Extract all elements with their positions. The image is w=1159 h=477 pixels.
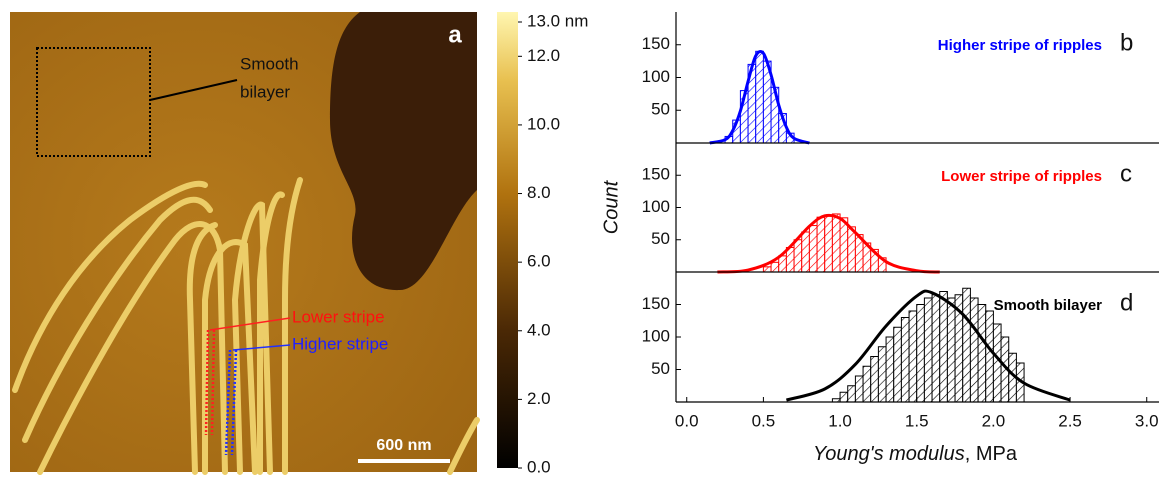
- histogram-bar: [946, 297, 956, 403]
- histogram-bar: [893, 326, 902, 403]
- panel-label: a: [448, 21, 462, 48]
- x-axis-label-part: , MPa: [965, 443, 1018, 465]
- x-tick-label: 1.0: [828, 411, 852, 430]
- annotation: Smooth: [240, 54, 299, 73]
- histogram-bar: [877, 346, 887, 403]
- panel-label: d: [1120, 289, 1133, 316]
- colorbar-label: 2.0: [527, 389, 551, 408]
- annotation: Lower stripe: [292, 307, 385, 326]
- x-axis-label: Young's modulus, MPa: [813, 443, 1018, 465]
- lower-stripe-marker: [204, 329, 216, 436]
- histogram-bar: [831, 213, 841, 273]
- histogram-bar: [900, 317, 910, 403]
- roi-box: [36, 47, 151, 157]
- histogram-bar: [962, 287, 971, 403]
- y-tick-label: 150: [642, 34, 670, 53]
- histogram-bar: [916, 304, 925, 403]
- colorbar-label: 12.0: [527, 46, 560, 65]
- histogram-bar: [862, 365, 872, 403]
- histogram-bar: [839, 217, 849, 273]
- histogram-bar: [770, 261, 780, 273]
- x-tick-label: 2.5: [1058, 411, 1082, 430]
- y-tick-label: 50: [651, 359, 670, 378]
- histogram-bar: [755, 50, 764, 144]
- y-tick-label: 150: [642, 294, 670, 313]
- pointer: [232, 344, 291, 351]
- histogram-bar: [778, 255, 787, 273]
- pointer: [209, 317, 291, 331]
- scale-bar-label: 600 nm: [376, 437, 431, 454]
- y-tick-label: 150: [642, 165, 670, 184]
- histogram-bar: [824, 214, 833, 273]
- histogram-bar: [839, 391, 849, 403]
- histogram-bar: [969, 297, 979, 403]
- annotation: bilayer: [240, 82, 290, 101]
- fit-curve: [717, 213, 940, 274]
- histogram-bar: [808, 225, 818, 273]
- fit-curve: [709, 49, 810, 145]
- colorbar-label: 8.0: [527, 183, 551, 202]
- histogram-bar: [977, 304, 987, 403]
- panel-title: Lower stripe of ripples: [941, 168, 1102, 185]
- histogram-bar: [816, 216, 826, 273]
- y-tick-label: 50: [651, 100, 670, 119]
- histogram-bar: [885, 336, 895, 403]
- colorbar-label: 6.0: [527, 252, 551, 271]
- histogram-bar: [923, 297, 933, 403]
- annotation: Higher stripe: [292, 334, 388, 353]
- panel-title: Higher stripe of ripples: [938, 37, 1102, 54]
- x-tick-label: 3.0: [1135, 411, 1159, 430]
- y-tick-label: 50: [651, 229, 670, 248]
- histogram-bar: [931, 294, 941, 403]
- histogram-bar: [801, 231, 810, 273]
- y-tick-label: 100: [642, 67, 670, 86]
- y-tick-label: 100: [642, 197, 670, 216]
- colorbar: [497, 12, 518, 468]
- y-tick-label: 100: [642, 326, 670, 345]
- histogram-bar: [762, 266, 772, 273]
- panel-title: Smooth bilayer: [994, 297, 1103, 314]
- histogram-bar: [939, 291, 948, 403]
- higher-stripe-marker: [224, 349, 238, 456]
- x-axis-label-part: Young's modulus: [813, 443, 965, 465]
- panel-label: b: [1120, 29, 1133, 56]
- colorbar-label: 0.0: [527, 457, 551, 476]
- histogram-bar: [908, 310, 918, 403]
- histogram-bar: [870, 356, 879, 403]
- dark-region: [330, 12, 477, 291]
- colorbar-label: 10.0: [527, 114, 560, 133]
- afm-image: Smooth bilayer Lower stripe Higher strip…: [10, 12, 480, 475]
- ripples: [12, 177, 480, 475]
- x-tick-label: 0.5: [752, 411, 776, 430]
- panel-label: c: [1120, 160, 1132, 187]
- histogram-bar: [985, 310, 994, 403]
- x-tick-label: 1.5: [905, 411, 929, 430]
- x-tick-label: 0.0: [675, 411, 699, 430]
- histogram-bar: [847, 385, 856, 403]
- colorbar-label: 13.0 nm: [527, 11, 588, 30]
- histogram-bar: [793, 239, 803, 273]
- y-axis-label: Count: [600, 179, 622, 234]
- histogram-bar: [854, 375, 864, 403]
- colorbar-label: 4.0: [527, 320, 551, 339]
- x-tick-label: 2.0: [982, 411, 1006, 430]
- fit-curve: [785, 289, 1071, 402]
- pointer: [149, 79, 238, 101]
